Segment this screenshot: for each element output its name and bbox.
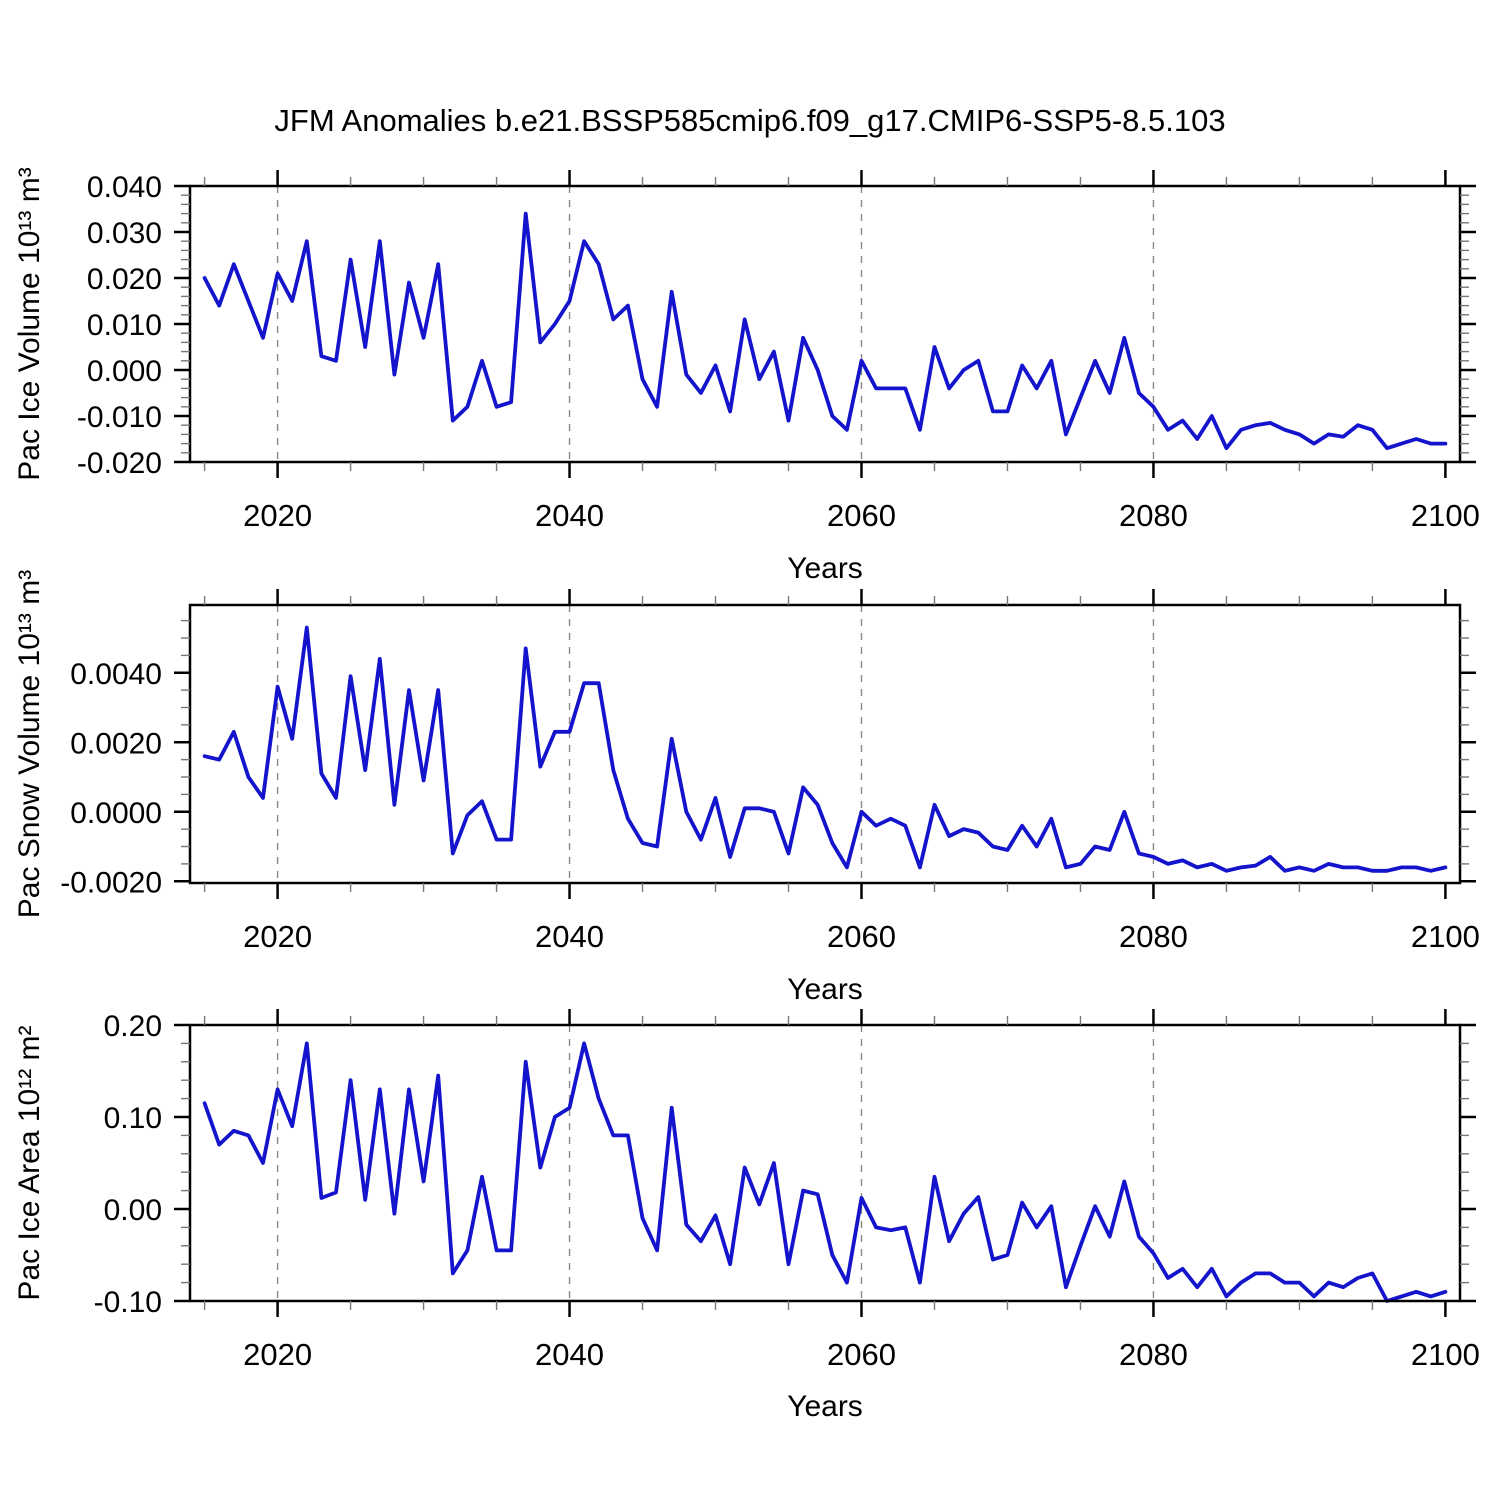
svg-text:0.040: 0.040 bbox=[87, 171, 162, 204]
svg-text:2040: 2040 bbox=[535, 498, 604, 533]
svg-text:2100: 2100 bbox=[1411, 1337, 1480, 1372]
svg-text:0.0000: 0.0000 bbox=[70, 797, 162, 830]
svg-text:0.20: 0.20 bbox=[104, 1010, 162, 1043]
data-series-line bbox=[202, 211, 1448, 451]
svg-text:0.020: 0.020 bbox=[87, 263, 162, 296]
svg-text:-0.020: -0.020 bbox=[77, 447, 162, 480]
svg-text:0.0020: 0.0020 bbox=[70, 727, 162, 760]
svg-text:0.10: 0.10 bbox=[104, 1102, 162, 1135]
svg-text:2060: 2060 bbox=[827, 1337, 896, 1372]
svg-text:2020: 2020 bbox=[243, 498, 312, 533]
svg-text:2080: 2080 bbox=[1119, 1337, 1188, 1372]
svg-text:-0.0020: -0.0020 bbox=[60, 866, 162, 899]
panel-1: 2020 2040 2060 2080 2100 0.040 0.030 0.020 0.010… bbox=[77, 170, 1480, 533]
x-axis-title-years-1: Years bbox=[787, 552, 863, 585]
svg-text:2020: 2020 bbox=[243, 919, 312, 954]
svg-text:-0.010: -0.010 bbox=[77, 401, 162, 434]
data-series-line bbox=[202, 1041, 1448, 1303]
svg-text:2020: 2020 bbox=[243, 1337, 312, 1372]
svg-text:2040: 2040 bbox=[535, 1337, 604, 1372]
svg-text:2040: 2040 bbox=[535, 919, 604, 954]
svg-text:0.00: 0.00 bbox=[104, 1194, 162, 1227]
data-series-line bbox=[202, 625, 1448, 873]
svg-text:0.030: 0.030 bbox=[87, 217, 162, 250]
panel-3: 2020 2040 2060 2080 2100 0.20 0.10 0.00 -0.10 bbox=[94, 1009, 1480, 1372]
svg-text:0.010: 0.010 bbox=[87, 309, 162, 342]
chart-title: JFM Anomalies b.e21.BSSP585cmip6.f09_g17… bbox=[274, 103, 1226, 138]
svg-text:2060: 2060 bbox=[827, 498, 896, 533]
panel-2: 2020 2040 2060 2080 2100 0.0040 0.0020 0.0000 -0… bbox=[60, 589, 1480, 954]
svg-text:2080: 2080 bbox=[1119, 919, 1188, 954]
svg-text:0.0040: 0.0040 bbox=[70, 658, 162, 691]
svg-text:2100: 2100 bbox=[1411, 498, 1480, 533]
svg-text:2060: 2060 bbox=[827, 919, 896, 954]
svg-text:-0.10: -0.10 bbox=[94, 1286, 162, 1319]
x-axis-title-years-2: Years bbox=[787, 973, 863, 1006]
x-axis-title-years-3: Years bbox=[787, 1390, 863, 1423]
svg-text:2080: 2080 bbox=[1119, 498, 1188, 533]
svg-text:2100: 2100 bbox=[1411, 919, 1480, 954]
svg-text:0.000: 0.000 bbox=[87, 355, 162, 388]
